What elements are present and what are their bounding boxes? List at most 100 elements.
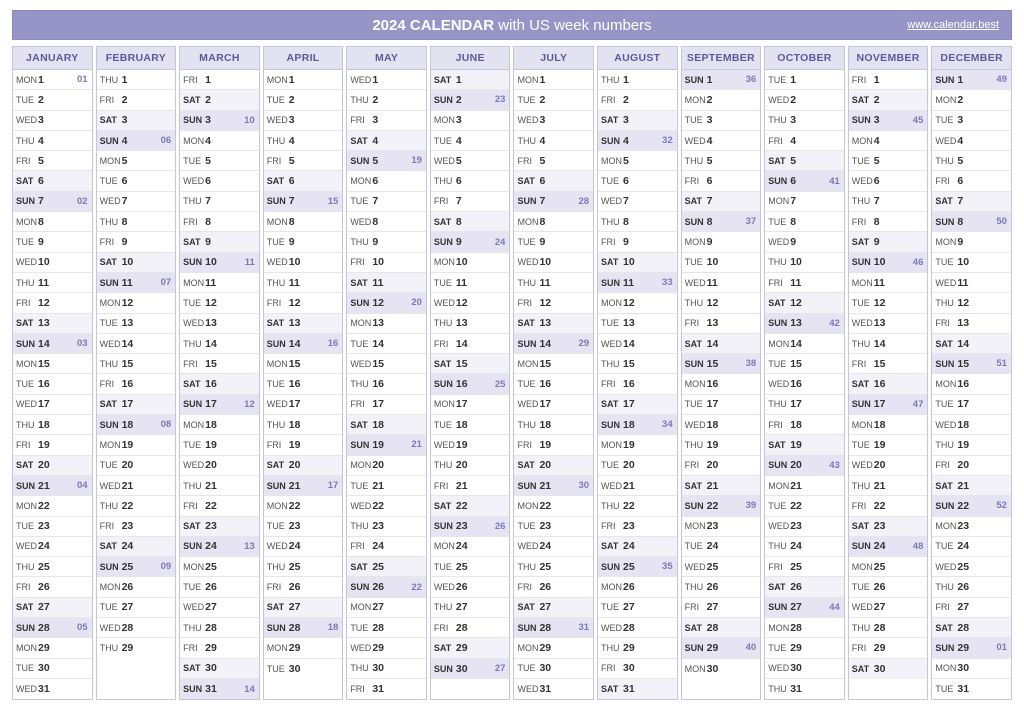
day-number: 17	[707, 398, 719, 410]
day-of-week-label: MON	[16, 501, 38, 511]
week-number: 24	[495, 237, 506, 248]
day-number: 6	[372, 175, 378, 187]
week-number: 12	[244, 399, 255, 410]
day-of-week-label: TUE	[685, 115, 707, 125]
day-of-week-label: SAT	[16, 460, 38, 470]
day-number: 14	[456, 338, 468, 350]
day-of-week-label: THU	[350, 521, 372, 531]
day-cell: TUE21	[347, 476, 426, 496]
day-cell: WED18	[682, 415, 761, 435]
day-cell: THU10	[765, 253, 844, 273]
day-cell: SAT3	[97, 111, 176, 131]
source-link[interactable]: www.calendar.best	[907, 19, 999, 31]
day-of-week-label: SUN	[100, 136, 122, 146]
day-of-week-label: FRI	[350, 257, 372, 267]
day-of-week-label: MON	[183, 420, 205, 430]
day-number: 18	[289, 419, 301, 431]
day-cell: FRI19	[514, 435, 593, 455]
day-of-week-label: SAT	[768, 582, 790, 592]
day-of-week-label: THU	[183, 481, 205, 491]
day-cell: THU12	[932, 293, 1011, 313]
day-cell: SUN2509	[97, 557, 176, 577]
day-number: 1	[539, 74, 545, 86]
day-cell: MON1	[514, 70, 593, 90]
day-cell: MON15	[13, 354, 92, 374]
day-of-week-label: SUN	[16, 623, 38, 633]
day-number: 20	[205, 459, 217, 471]
day-cell: SAT28	[682, 618, 761, 638]
day-cell: MON4	[849, 131, 928, 151]
week-number: 30	[578, 480, 589, 491]
day-cell: SUN715	[264, 192, 343, 212]
day-cell: WED20	[849, 456, 928, 476]
day-of-week-label: WED	[16, 541, 38, 551]
day-of-week-label: WED	[935, 136, 957, 146]
day-cell: THU25	[514, 557, 593, 577]
day-number: 25	[957, 561, 969, 573]
day-cell: TUE16	[514, 374, 593, 394]
day-number: 7	[539, 195, 545, 207]
day-number: 29	[372, 642, 384, 654]
day-of-week-label: TUE	[852, 156, 874, 166]
day-number: 26	[957, 581, 969, 593]
week-number: 48	[913, 541, 924, 552]
day-of-week-label: FRI	[267, 156, 289, 166]
day-of-week-label: WED	[852, 460, 874, 470]
day-cell: TUE7	[347, 192, 426, 212]
day-of-week-label: MON	[935, 95, 957, 105]
day-cell: WED9	[765, 232, 844, 252]
day-number: 3	[456, 114, 462, 126]
day-cell: FRI12	[13, 293, 92, 313]
day-number: 19	[707, 439, 719, 451]
day-cell: TUE5	[849, 151, 928, 171]
day-number: 10	[790, 256, 802, 268]
day-cell: MON25	[849, 557, 928, 577]
day-of-week-label: WED	[601, 196, 623, 206]
day-number: 17	[874, 398, 886, 410]
day-of-week-label: WED	[267, 541, 289, 551]
day-of-week-label: THU	[16, 562, 38, 572]
day-of-week-label: SAT	[434, 501, 456, 511]
day-number: 28	[38, 622, 50, 634]
day-number: 2	[790, 94, 796, 106]
day-number: 25	[38, 561, 50, 573]
day-cell: FRI10	[347, 253, 426, 273]
day-of-week-label: FRI	[350, 399, 372, 409]
day-number: 18	[122, 419, 134, 431]
day-number: 3	[289, 114, 295, 126]
day-cell: SUN2239	[682, 496, 761, 516]
day-cell: SAT22	[431, 496, 510, 516]
day-number: 10	[707, 256, 719, 268]
day-number: 24	[205, 540, 217, 552]
day-number: 31	[539, 683, 551, 695]
day-cell: WED21	[97, 476, 176, 496]
day-cell: FRI26	[264, 577, 343, 597]
day-of-week-label: SAT	[100, 541, 122, 551]
day-of-week-label: TUE	[434, 278, 456, 288]
day-cell: SAT23	[849, 517, 928, 537]
day-number: 30	[874, 663, 886, 675]
day-number: 21	[623, 480, 635, 492]
day-number: 23	[957, 520, 969, 532]
week-number: 26	[495, 521, 506, 532]
day-of-week-label: SUN	[183, 115, 205, 125]
day-cell: SAT10	[97, 253, 176, 273]
month-column: APRILMON1TUE2WED3THU4FRI5SAT6SUN715MON8T…	[263, 46, 344, 700]
day-cell: MON15	[514, 354, 593, 374]
day-cell: FRI13	[932, 314, 1011, 334]
day-number: 1	[205, 74, 211, 86]
day-cell: THU4	[264, 131, 343, 151]
day-number: 4	[707, 135, 713, 147]
day-of-week-label: TUE	[267, 379, 289, 389]
day-of-week-label: MON	[852, 136, 874, 146]
day-cell: SUN1107	[97, 273, 176, 293]
day-of-week-label: WED	[768, 379, 790, 389]
day-number: 12	[456, 297, 468, 309]
day-of-week-label: THU	[601, 75, 623, 85]
day-cell: THU18	[514, 415, 593, 435]
day-number: 13	[122, 317, 134, 329]
day-cell: SUN2413	[180, 537, 259, 557]
day-of-week-label: SUN	[100, 278, 122, 288]
day-of-week-label: SUN	[685, 75, 707, 85]
day-of-week-label: SAT	[100, 115, 122, 125]
